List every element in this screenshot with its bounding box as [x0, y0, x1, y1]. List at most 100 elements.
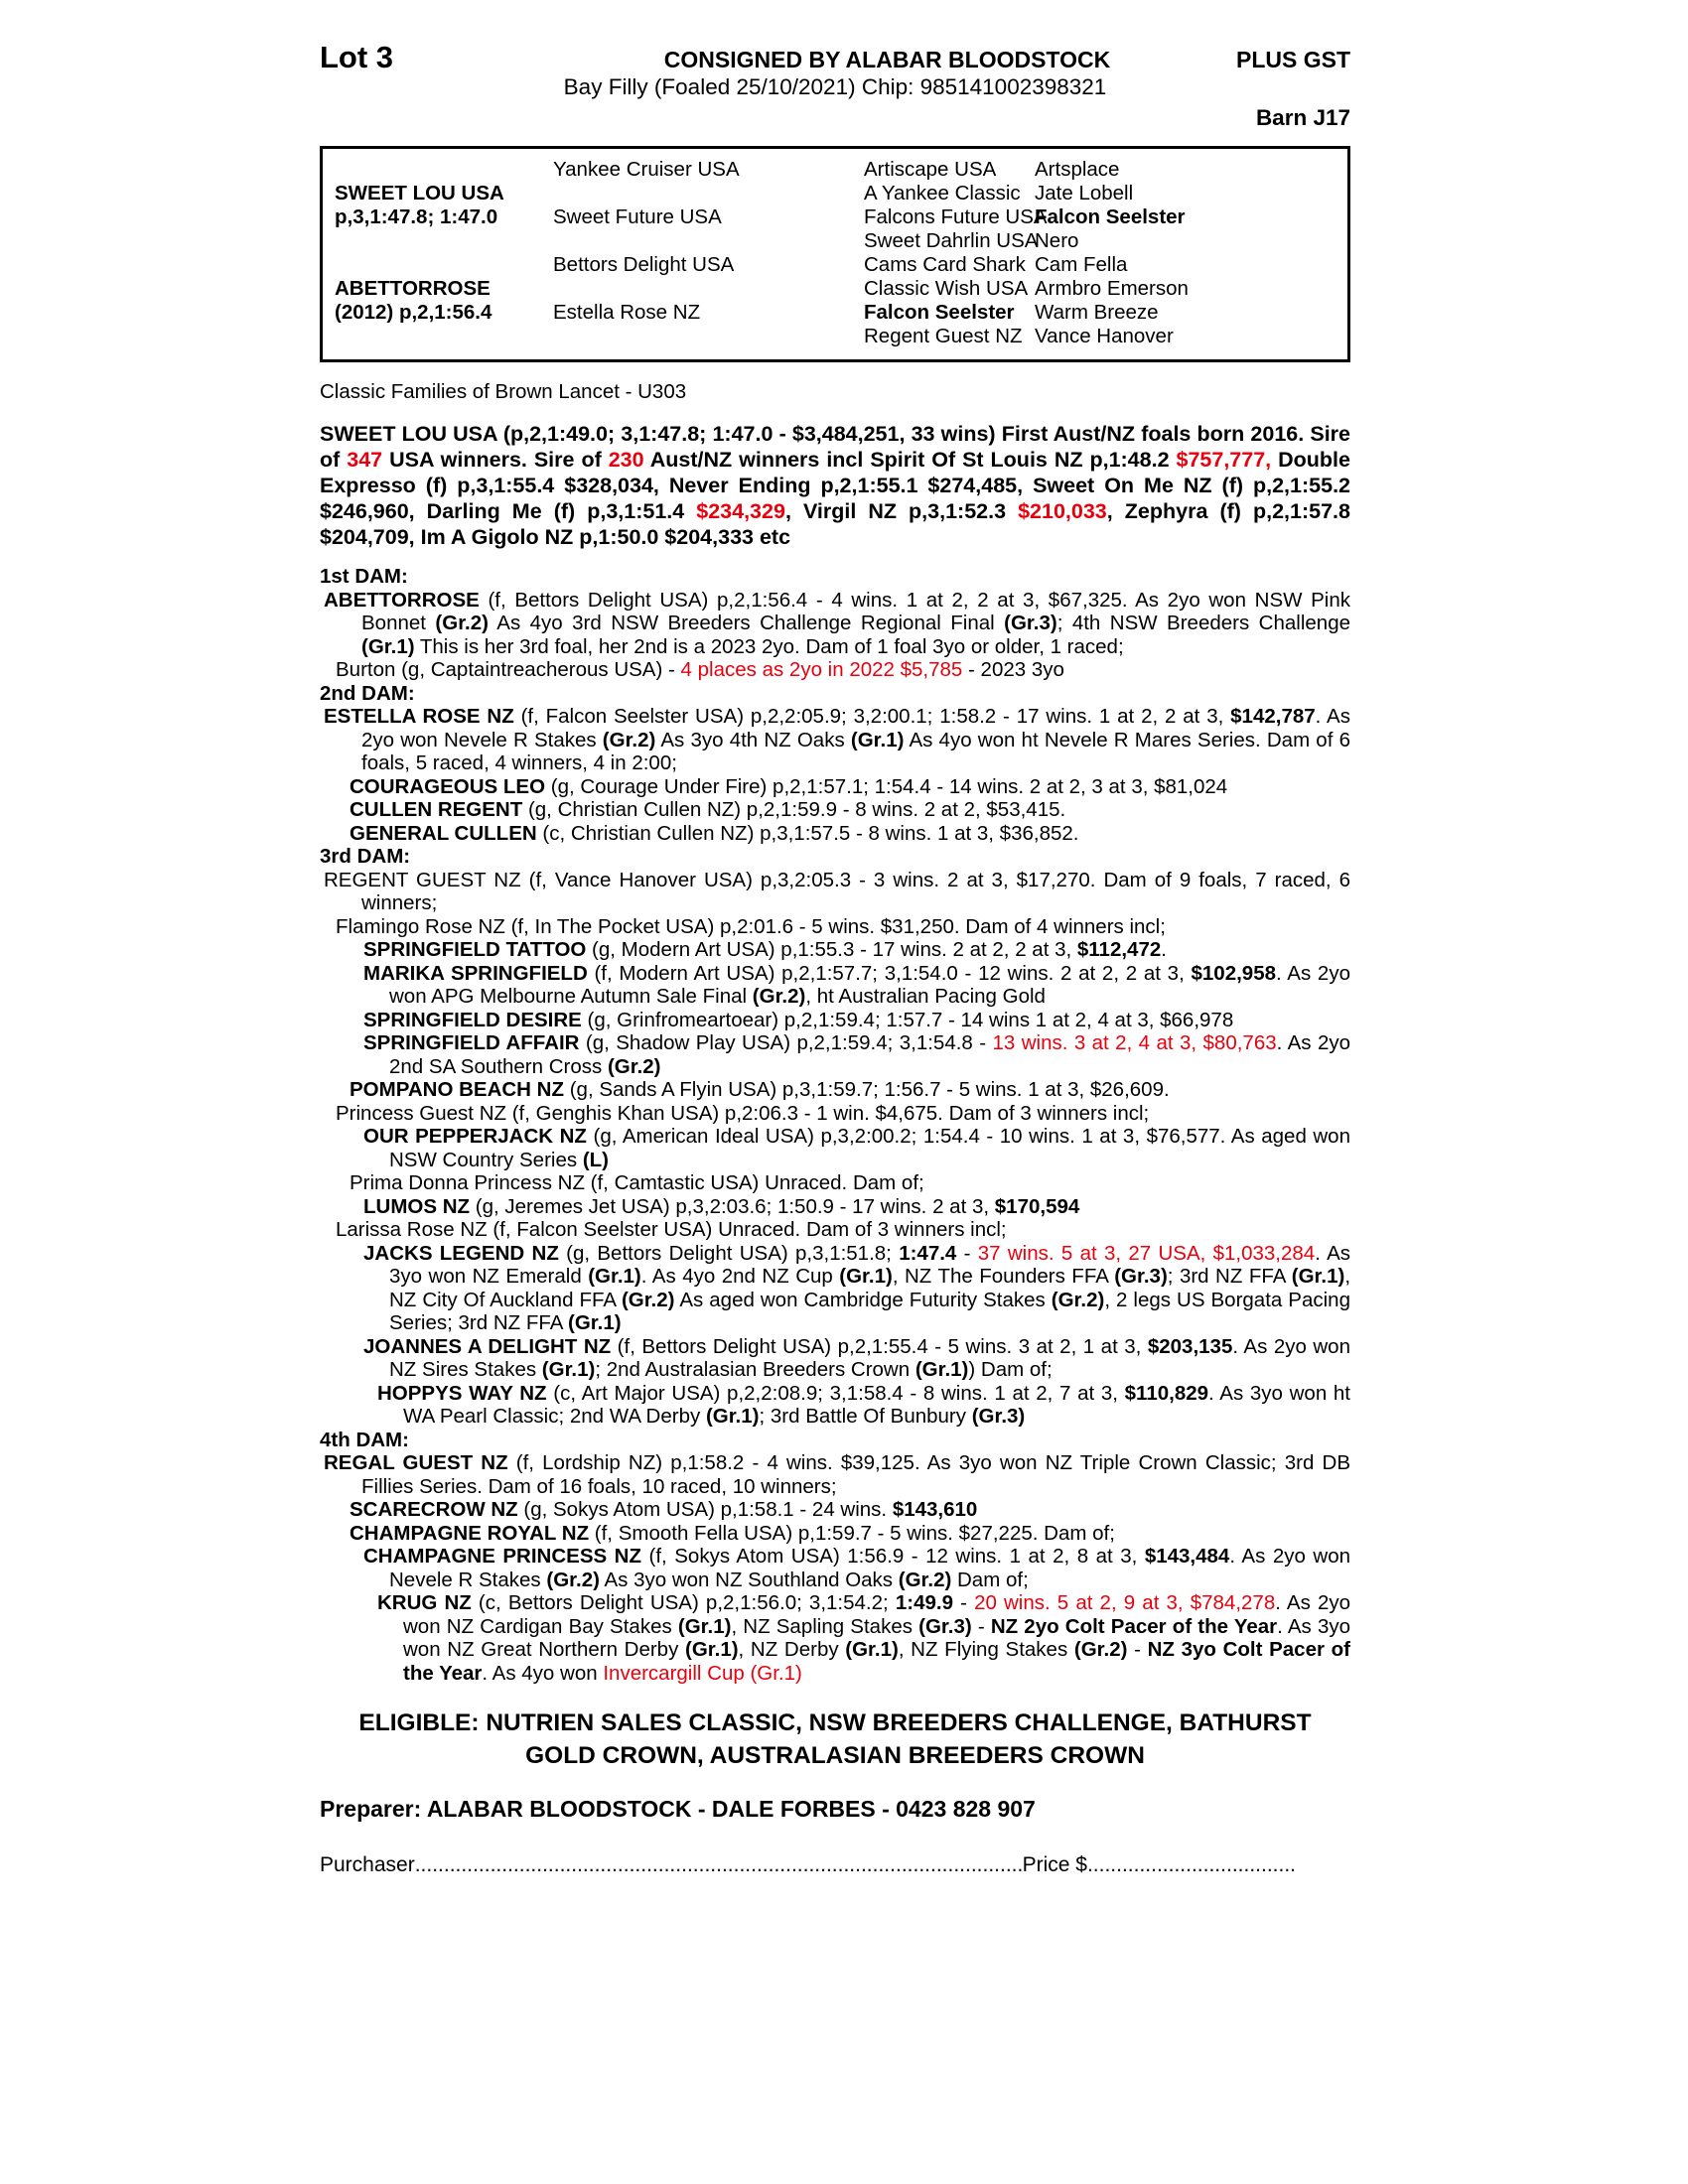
text-segment: 347 — [347, 448, 383, 472]
text-segment: Larissa Rose NZ (f, Falcon Seelster USA)… — [336, 1218, 1007, 1241]
pedigree-cell: Classic Wish USA — [864, 276, 1029, 300]
text-segment: (c, Art Major USA) p,2,2:08.9; 3,1:58.4 … — [546, 1381, 1125, 1405]
text-segment: (g, Christian Cullen NZ) p,2,1:59.9 - 8 … — [522, 798, 1066, 821]
text-segment: $110,829 — [1124, 1381, 1209, 1405]
text-segment: As 3yo 4th NZ Oaks — [655, 728, 851, 751]
pedigree-cell: Nero — [1035, 228, 1079, 252]
pedigree-cell — [335, 158, 553, 182]
text-segment: - — [952, 1591, 975, 1614]
text-segment: - — [1127, 1638, 1148, 1661]
text-segment: - 2023 3yo — [962, 658, 1064, 681]
text-segment: Prima Donna Princess NZ (f, Camtastic US… — [350, 1171, 924, 1194]
text-segment: . As 4yo 2nd NZ Cup — [640, 1265, 840, 1288]
text-segment: USA winners. Sire of — [382, 448, 609, 472]
dam-heading: 1st DAM: — [320, 565, 408, 588]
lot-header: Lot 3 CONSIGNED BY ALABAR BLOODSTOCK PLU… — [320, 40, 1350, 74]
text-segment: (Gr.2) — [1073, 1638, 1128, 1661]
pedigree-table: Yankee Cruiser USA Artiscape USA Artsplace… — [320, 145, 1350, 362]
text-segment: Invercargill Cup (Gr.1) — [603, 1661, 802, 1685]
text-segment: SPRINGFIELD AFFAIR — [363, 1031, 580, 1054]
text-segment: , Virgil NZ p,3,1:52.3 — [784, 499, 1019, 523]
text-segment: $142,787 — [1230, 705, 1316, 728]
text-segment: - — [971, 1614, 991, 1638]
text-segment: . — [1161, 938, 1167, 961]
dam-entry: REGENT GUEST NZ (f, Vance Hanover USA) p… — [320, 869, 1350, 915]
dam-entry: GENERAL CULLEN (c, Christian Cullen NZ) … — [320, 822, 1350, 846]
text-segment: (f, Bettors Delight USA) p,2,1:56.4 - 4 … — [361, 588, 1350, 635]
pedigree-cell: (2012) p,2,1:56.4 — [335, 300, 492, 324]
text-segment: $203,135 — [1147, 1334, 1233, 1358]
dam-entry: Prima Donna Princess NZ (f, Camtastic US… — [320, 1171, 1350, 1195]
text-segment: (f, Bettors Delight USA) p,2,1:55.4 - 5 … — [611, 1334, 1148, 1358]
horse-description: Bay Filly (Foaled 25/10/2021) Chip: 9851… — [563, 73, 1107, 99]
text-segment: , NZ Sapling Stakes — [731, 1614, 919, 1638]
text-segment: , NZ Flying Stakes — [898, 1638, 1074, 1661]
pedigree-cell — [553, 277, 864, 301]
text-segment: (Gr.1) — [1291, 1265, 1345, 1288]
family-note: Classic Families of Brown Lancet - U303 — [320, 379, 687, 403]
pedigree-cell: A Yankee Classic — [864, 181, 1021, 205]
lot-number: Lot 3 — [320, 40, 394, 74]
dam-entry: CULLEN REGENT (g, Christian Cullen NZ) p… — [320, 798, 1350, 822]
dam-heading: 3rd DAM: — [320, 845, 411, 868]
text-segment: (Gr.1) — [850, 728, 905, 751]
text-segment: (f, Smooth Fella USA) p,1:59.7 - 5 wins.… — [589, 1521, 1115, 1545]
text-segment: . As 2yo won Nevele R Stakes — [389, 1545, 1351, 1591]
barn-label: Barn J17 — [1255, 105, 1350, 130]
pedigree-row: Bettors Delight USA Cams Card Shark Cam Fe… — [335, 253, 1339, 277]
purchaser-dots: ........................................… — [414, 1852, 1023, 1876]
dam-sections: 1st DAM: ABETTORROSE (f, Bettors Delight … — [320, 565, 1350, 1685]
pedigree-cell — [553, 229, 864, 253]
text-segment: ; 2nd Australasian Breeders Crown — [595, 1358, 915, 1381]
pedigree-cell — [553, 325, 864, 348]
text-segment: (Gr.1) — [541, 1358, 596, 1381]
text-segment: - — [956, 1241, 978, 1265]
text-segment: 37 wins. 5 at 3, 27 USA, $1,033,284 — [977, 1241, 1316, 1265]
text-segment: (Gr.1) — [845, 1638, 899, 1661]
text-segment: (Gr.2) — [435, 612, 489, 634]
text-segment: (g, Sands A Flyin USA) p,3,1:59.7; 1:56.… — [564, 1078, 1170, 1101]
dam-entry: Flamingo Rose NZ (f, In The Pocket USA) … — [320, 915, 1350, 939]
dam-entry: LUMOS NZ (g, Jeremes Jet USA) p,3,2:03.6… — [320, 1195, 1350, 1219]
text-segment: Aust/NZ winners incl Spirit Of St Louis … — [643, 448, 1177, 472]
text-segment: $210,033 — [1018, 499, 1107, 523]
text-segment: (f, Falcon Seelster USA) p,2,2:05.9; 3,2… — [513, 705, 1231, 728]
text-segment: REGENT GUEST NZ (f, Vance Hanover USA) p… — [324, 868, 1350, 915]
pedigree-cell — [335, 229, 553, 253]
consignor-title: CONSIGNED BY ALABAR BLOODSTOCK — [663, 47, 1111, 72]
pedigree-cell — [553, 182, 864, 205]
text-segment: (Gr.3) — [971, 1405, 1026, 1428]
text-segment: (Gr.1) — [839, 1265, 893, 1288]
text-segment: SPRINGFIELD DESIRE — [363, 1008, 582, 1031]
pedigree-row: Yankee Cruiser USA Artiscape USA Artsplace — [335, 158, 1339, 182]
price-dots: .................................... — [1086, 1852, 1296, 1876]
text-segment: (Gr.2) — [752, 985, 806, 1008]
pedigree-cell: Sweet Dahrlin USA — [864, 228, 1039, 252]
text-segment: As 3yo won NZ Southland Oaks — [599, 1568, 899, 1591]
text-segment: Princess Guest NZ (f, Genghis Khan USA) … — [336, 1101, 1150, 1125]
text-segment: $143,484 — [1144, 1545, 1230, 1568]
text-segment: . As 3yo won NZ Emerald — [389, 1241, 1351, 1289]
text-segment: Burton (g, Captaintreacherous USA) - — [336, 658, 681, 681]
text-segment: (Gr.1) — [361, 634, 415, 658]
eligible-line: GOLD CROWN, AUSTRALASIAN BREEDERS CROWN — [525, 1742, 1145, 1769]
text-segment: CHAMPAGNE PRINCESS NZ — [363, 1545, 642, 1568]
text-segment: SWEET LOU USA (p,2,1:49.0; 3,1:47.8; 1:4… — [320, 422, 1350, 472]
text-segment: (f, Modern Art USA) p,2,1:57.7; 3,1:54.0… — [587, 961, 1192, 985]
text-segment: . As 3yo won ht WA Pearl Classic; 2nd WA… — [403, 1381, 1350, 1429]
text-segment: 20 wins. 5 at 2, 9 at 3, $784,278 — [974, 1591, 1276, 1614]
text-segment: (f, Sokys Atom USA) 1:56.9 - 12 wins. 1 … — [641, 1545, 1145, 1568]
text-segment: OUR PEPPERJACK NZ — [363, 1125, 587, 1148]
text-segment: 13 wins. 3 at 2, 4 at 3, $80,763 — [992, 1031, 1277, 1054]
text-segment: (g, Shadow Play USA) p,2,1:59.4; 3,1:54.… — [579, 1031, 993, 1054]
dam-heading: 2nd DAM: — [320, 681, 415, 705]
text-segment: (Gr.2) — [621, 1288, 675, 1311]
text-segment: 230 — [608, 448, 644, 472]
text-segment: , ht Australian Pacing Gold — [805, 985, 1046, 1008]
pedigree-cell: p,3,1:47.8; 1:47.0 — [335, 205, 498, 228]
eligible-note: ELIGIBLE: NUTRIEN SALES CLASSIC, NSW BRE… — [320, 1706, 1350, 1772]
text-segment: NZ 2yo Colt Pacer of the Year — [990, 1614, 1278, 1638]
dam-entry: CHAMPAGNE ROYAL NZ (f, Smooth Fella USA)… — [320, 1522, 1350, 1546]
text-segment: KRUG NZ — [377, 1591, 472, 1614]
text-segment: . As 2yo won APG Melbourne Autumn Sale F… — [389, 961, 1350, 1009]
